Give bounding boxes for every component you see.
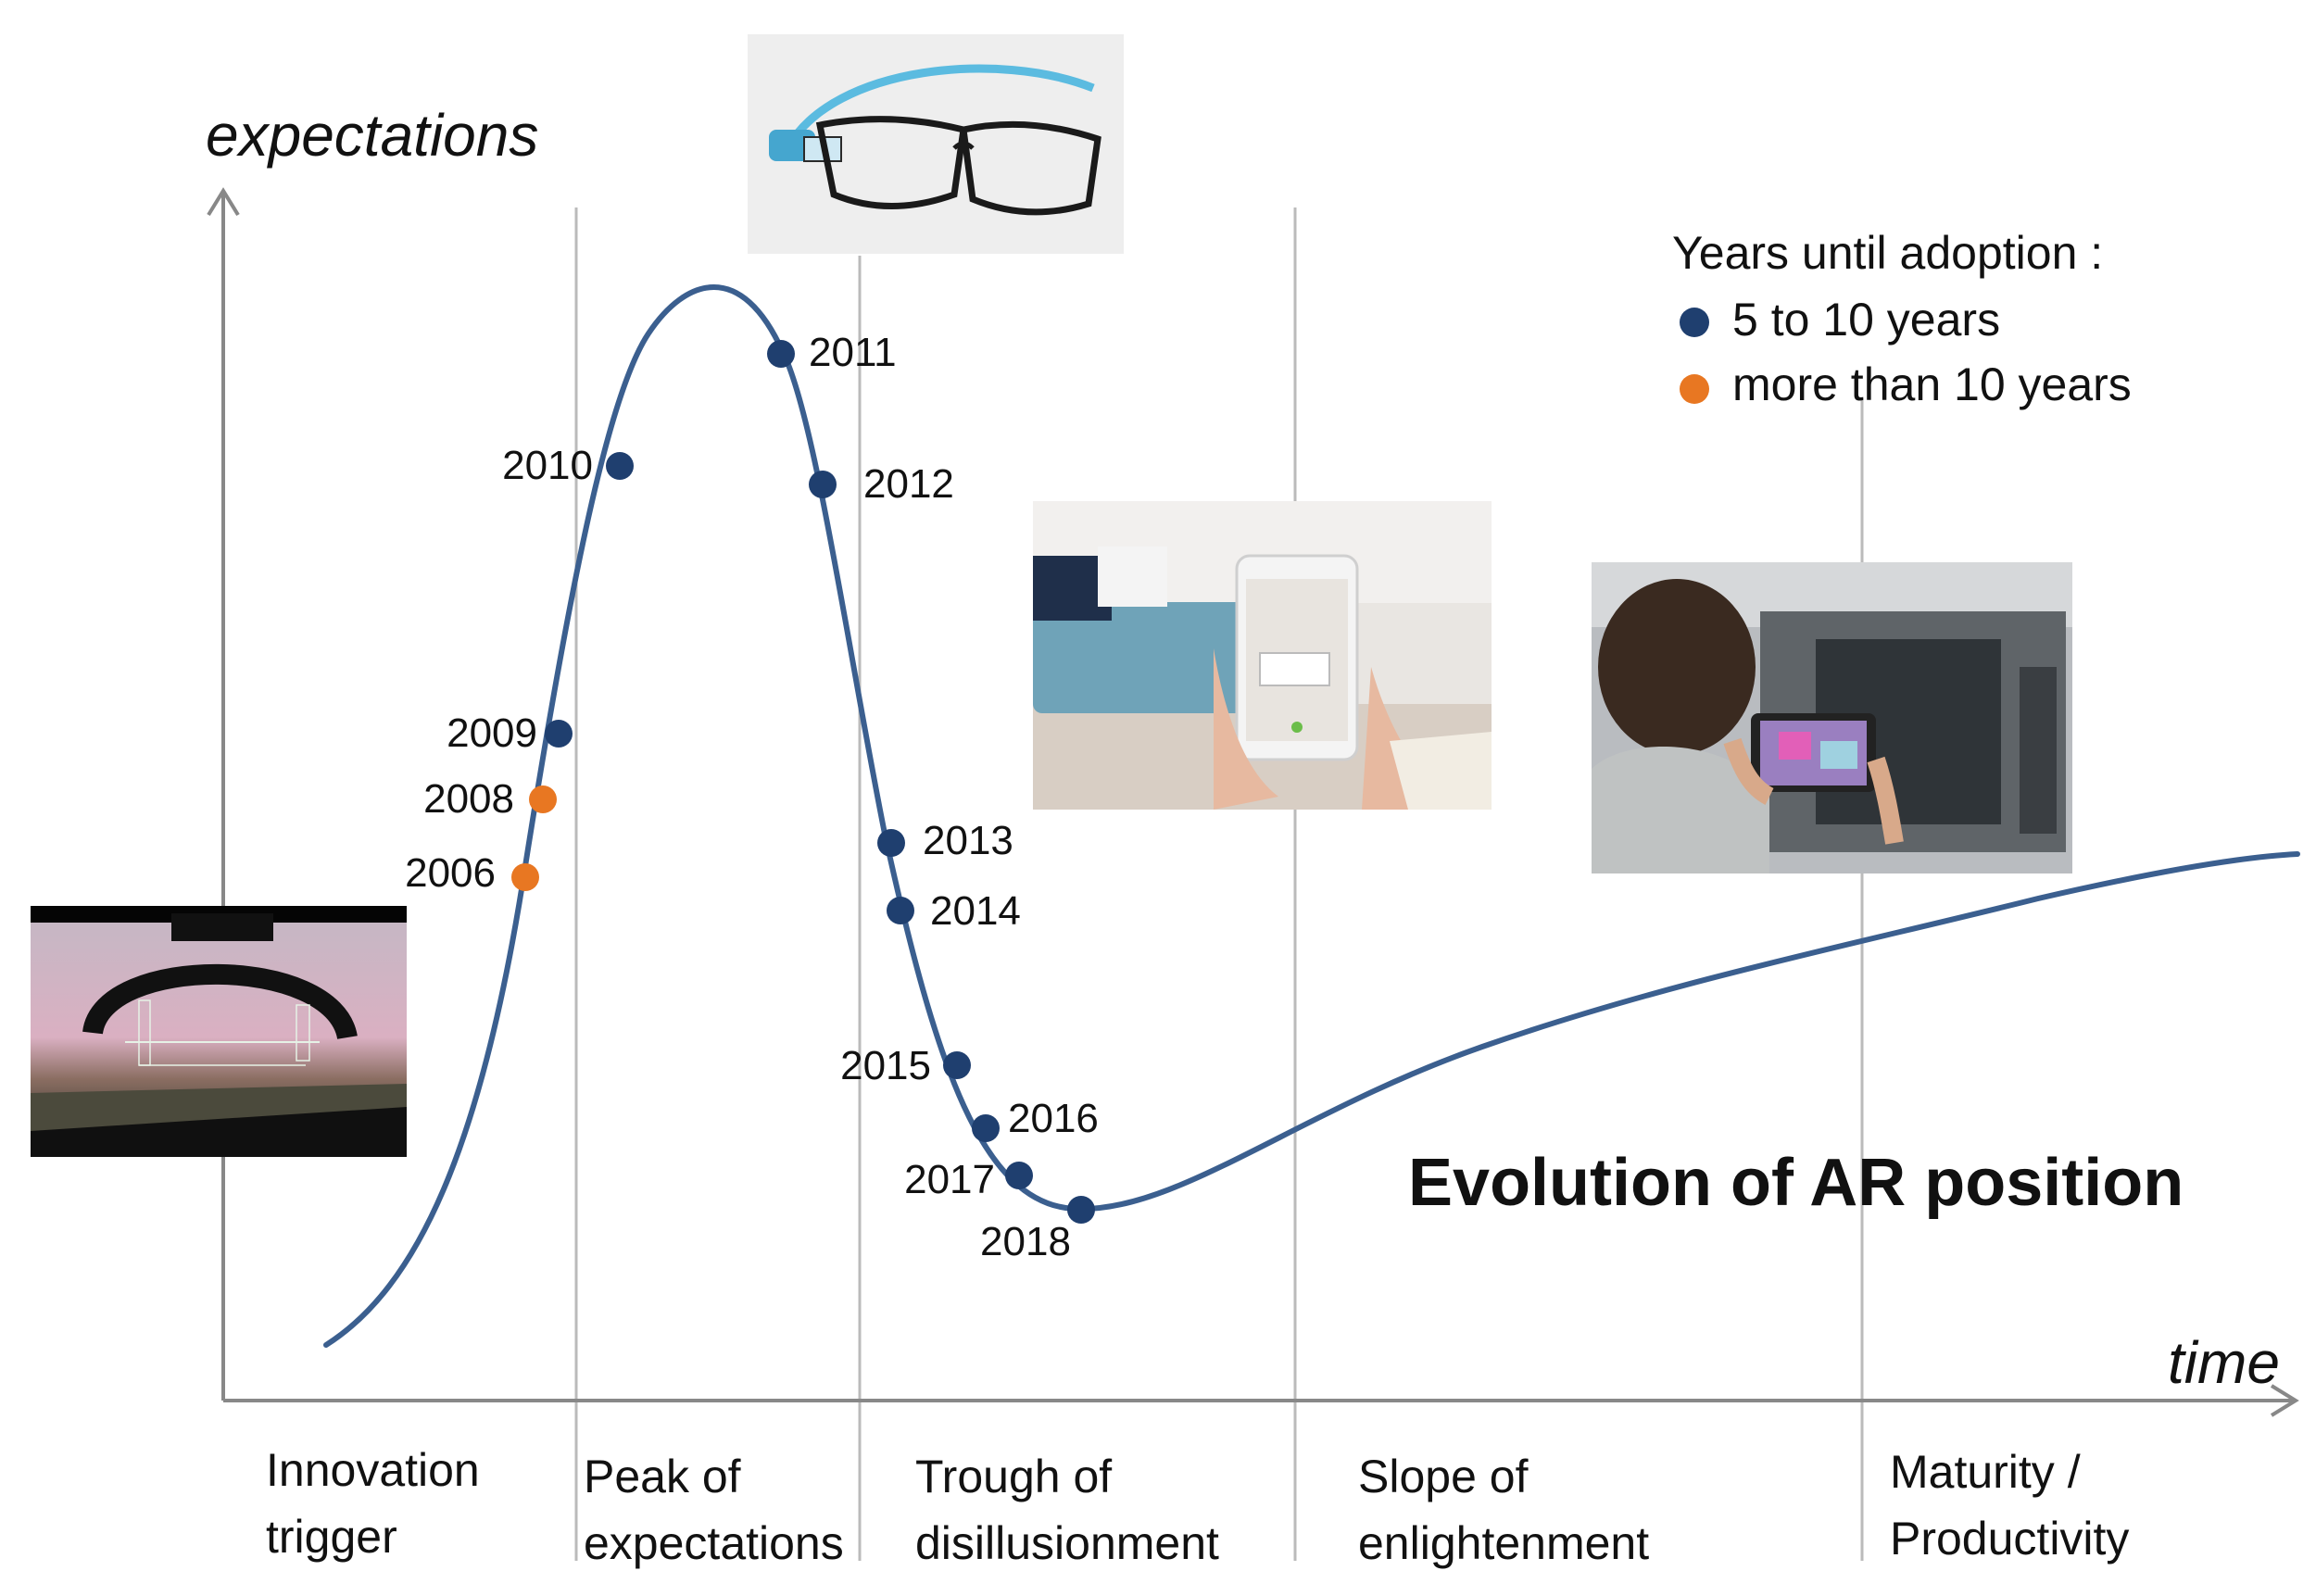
legend-title: Years until adoption : <box>1672 227 2103 279</box>
point-2017 <box>1005 1162 1033 1189</box>
axes: expectations time <box>206 102 2299 1417</box>
point-2014 <box>887 897 914 924</box>
label-2008: 2008 <box>423 776 514 822</box>
point-2016 <box>972 1114 1000 1142</box>
point-2011 <box>767 340 795 368</box>
point-2006 <box>511 863 539 891</box>
label-2010: 2010 <box>502 443 593 488</box>
point-2010 <box>606 452 634 480</box>
phone-ar-photo <box>1033 501 1492 810</box>
point-2013 <box>877 829 905 857</box>
phase-maturity-line1: Maturity / <box>1890 1446 2081 1498</box>
legend-dot-orange <box>1680 374 1709 404</box>
y-axis-arrow <box>207 187 240 217</box>
phase-peak-line1: Peak of <box>584 1451 741 1502</box>
label-2009: 2009 <box>447 710 537 756</box>
phase-innovation-line1: Innovation <box>266 1444 480 1496</box>
phase-peak-line2: expectations <box>584 1517 844 1569</box>
y-axis-label: expectations <box>206 102 538 169</box>
label-2018: 2018 <box>980 1219 1071 1264</box>
label-2016: 2016 <box>1008 1096 1099 1141</box>
legend-label-orange: more than 10 years <box>1732 358 2132 410</box>
legend: Years until adoption : 5 to 10 years mor… <box>1672 227 2132 410</box>
diagram-title: Evolution of AR position <box>1408 1146 2184 1220</box>
phase-trough-line1: Trough of <box>915 1451 1112 1502</box>
phase-slope-line2: enlightenment <box>1358 1517 1649 1569</box>
label-2013: 2013 <box>923 818 1013 863</box>
point-2012 <box>809 471 837 498</box>
phase-labels: Innovation trigger Peak of expectations … <box>266 1444 2129 1569</box>
point-2015 <box>943 1051 971 1079</box>
tablet-machine-photo <box>1592 562 2072 873</box>
legend-label-blue: 5 to 10 years <box>1732 294 2000 346</box>
point-2008 <box>529 785 557 813</box>
x-axis-arrow <box>2270 1384 2299 1417</box>
phase-trough-line2: disillusionment <box>915 1517 1219 1569</box>
label-2017: 2017 <box>904 1157 995 1202</box>
label-2006: 2006 <box>405 850 496 896</box>
x-axis-label: time <box>2168 1329 2280 1396</box>
label-2011: 2011 <box>809 330 897 375</box>
hud-photo <box>31 906 407 1157</box>
year-points <box>511 340 1095 1224</box>
phase-innovation-line2: trigger <box>266 1511 397 1563</box>
phase-maturity-line2: Productivity <box>1890 1513 2129 1565</box>
point-2018 <box>1067 1196 1095 1224</box>
phase-dividers <box>574 207 1864 1561</box>
point-2009 <box>545 720 573 748</box>
phase-slope-line1: Slope of <box>1358 1451 1529 1502</box>
smart-glasses-photo <box>748 34 1124 254</box>
legend-dot-blue <box>1680 308 1709 337</box>
label-2015: 2015 <box>840 1043 931 1088</box>
label-2014: 2014 <box>930 888 1021 934</box>
label-2012: 2012 <box>863 461 954 507</box>
year-labels: 2006 2008 2009 2010 2011 2012 2013 2014 … <box>405 330 1099 1264</box>
